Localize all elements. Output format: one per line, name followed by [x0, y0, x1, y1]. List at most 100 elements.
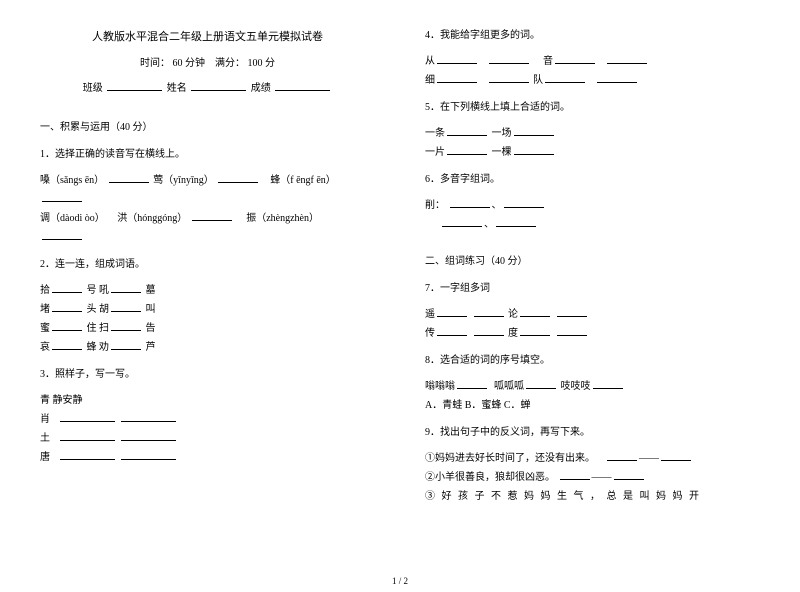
q4-c: 细 [425, 75, 435, 86]
q5-blank[interactable] [514, 144, 554, 155]
q9-text: ①妈妈进去好长时间了，还没有出来。 [425, 453, 595, 464]
q5-blank[interactable] [447, 144, 487, 155]
q1-blank[interactable] [192, 210, 232, 221]
q3-blank[interactable] [60, 430, 115, 441]
q3-r3: 唐 [40, 448, 375, 467]
q6-blank[interactable] [496, 216, 536, 227]
q2-blank[interactable] [52, 320, 82, 331]
q1-blank[interactable] [42, 191, 82, 202]
q6-blank[interactable] [504, 197, 544, 208]
q7-blank[interactable] [474, 306, 504, 317]
q7-c: 度 [508, 328, 518, 339]
q4-blank[interactable] [555, 53, 595, 64]
q1-item1c: 蜂（f ēngf ēn） [270, 175, 336, 186]
q2-blank[interactable] [111, 301, 141, 312]
name-blank[interactable] [191, 80, 246, 91]
q2-c: 蜜 [40, 323, 50, 334]
q5-blank[interactable] [447, 125, 487, 136]
q9-blank[interactable] [607, 450, 637, 461]
q2-blank[interactable] [111, 320, 141, 331]
q4-blank[interactable] [607, 53, 647, 64]
q3-blank[interactable] [60, 449, 115, 460]
q3-blank[interactable] [60, 411, 115, 422]
q2-c: 哀 [40, 342, 50, 353]
exam-title: 人教版水平混合二年级上册语文五单元模拟试卷 [40, 28, 375, 44]
q2-blank[interactable] [111, 339, 141, 350]
q6-r1: 削： 、 [425, 196, 760, 215]
q8-c: 呱呱呱 [494, 381, 524, 392]
q9-s2: ②小羊很善良，狼却很凶恶。 —— [425, 468, 760, 487]
class-blank[interactable] [107, 80, 162, 91]
q1-blank[interactable] [109, 172, 149, 183]
q1-row1b [40, 190, 375, 209]
q8-blank[interactable] [593, 378, 623, 389]
q9-blank[interactable] [661, 450, 691, 461]
q6-blank[interactable] [442, 216, 482, 227]
q2-blank[interactable] [52, 301, 82, 312]
q1-blank[interactable] [42, 229, 82, 240]
q7-blank[interactable] [557, 325, 587, 336]
q7-blank[interactable] [437, 325, 467, 336]
q7-blank[interactable] [557, 306, 587, 317]
q8-blank[interactable] [457, 378, 487, 389]
q1-row2b [40, 228, 375, 247]
q2-row4: 哀 蜂 劝 芦 [40, 338, 375, 357]
q1-item2c: 振（zhèngzhèn） [246, 213, 319, 224]
q7-blank[interactable] [474, 325, 504, 336]
q1-item1a: 嗓（sǎngs ēn） [40, 175, 104, 186]
q9-text: ②小羊很善良，狼却很凶恶。 [425, 472, 555, 483]
q3-blank[interactable] [121, 430, 176, 441]
q3-blank[interactable] [121, 411, 176, 422]
q4-title: 4．我能给字组更多的词。 [425, 28, 760, 44]
q7-title: 7．一字组多词 [425, 281, 760, 297]
q5-blank[interactable] [514, 125, 554, 136]
q1-blank[interactable] [218, 172, 258, 183]
q5-c: 一片 [425, 147, 445, 158]
q4-blank[interactable] [597, 72, 637, 83]
q9-s3: ③ 好 孩 子 不 惹 妈 妈 生 气 ， 总 是 叫 妈 妈 开 [425, 487, 760, 506]
q8-opts: A．青蛙 B．蜜蜂 C．蝉 [425, 396, 760, 415]
q2-c: 拾 [40, 285, 50, 296]
page-number: 1 / 2 [0, 576, 800, 586]
q1-item1b: 莺（yīnyīng） [153, 175, 214, 186]
q6-r2: 、 [425, 215, 760, 234]
q4-blank[interactable] [489, 72, 529, 83]
q4-r1: 从 音 [425, 52, 760, 71]
q2-c: 告 [146, 323, 156, 334]
q8-blank[interactable] [526, 378, 556, 389]
q3-ex: 青 静安静 [40, 391, 375, 410]
page: 人教版水平混合二年级上册语文五单元模拟试卷 时间： 60 分钟 满分： 100 … [0, 0, 800, 516]
q3-r2: 土 [40, 429, 375, 448]
q2-blank[interactable] [111, 282, 141, 293]
q6-blank[interactable] [450, 197, 490, 208]
result-blank[interactable] [275, 80, 330, 91]
q1-item2b: 洪（hónggóng） [117, 213, 187, 224]
q7-blank[interactable] [520, 306, 550, 317]
q2-row1: 拾 号 吼 墓 [40, 281, 375, 300]
q2-blank[interactable] [52, 282, 82, 293]
q3-blank[interactable] [121, 449, 176, 460]
q3-r1: 肖 [40, 410, 375, 429]
q9-blank[interactable] [560, 469, 590, 480]
q7-blank[interactable] [437, 306, 467, 317]
q7-c: 论 [508, 309, 518, 320]
section-2-title: 二、组词练习（40 分） [425, 252, 760, 267]
left-column: 人教版水平混合二年级上册语文五单元模拟试卷 时间： 60 分钟 满分： 100 … [40, 28, 375, 506]
q2-blank[interactable] [52, 339, 82, 350]
q9-blank[interactable] [614, 469, 644, 480]
q2-c: 堵 [40, 304, 50, 315]
q4-c: 从 [425, 56, 435, 67]
q4-blank[interactable] [437, 53, 477, 64]
q7-blank[interactable] [520, 325, 550, 336]
q2-c: 号 吼 [87, 285, 110, 296]
q4-blank[interactable] [437, 72, 477, 83]
q4-blank[interactable] [489, 53, 529, 64]
q1-row1: 嗓（sǎngs ēn） 莺（yīnyīng） 蜂（f ēngf ēn） [40, 171, 375, 190]
q3-c: 唐 [40, 452, 50, 463]
q4-blank[interactable] [545, 72, 585, 83]
q5-c: 一棵 [492, 147, 512, 158]
q6-title: 6．多音字组词。 [425, 172, 760, 188]
q1-row2: 调（dàodi òo） 洪（hónggóng） 振（zhèngzhèn） [40, 209, 375, 228]
time-value: 60 分钟 [173, 58, 206, 69]
q2-c: 叫 [146, 304, 156, 315]
